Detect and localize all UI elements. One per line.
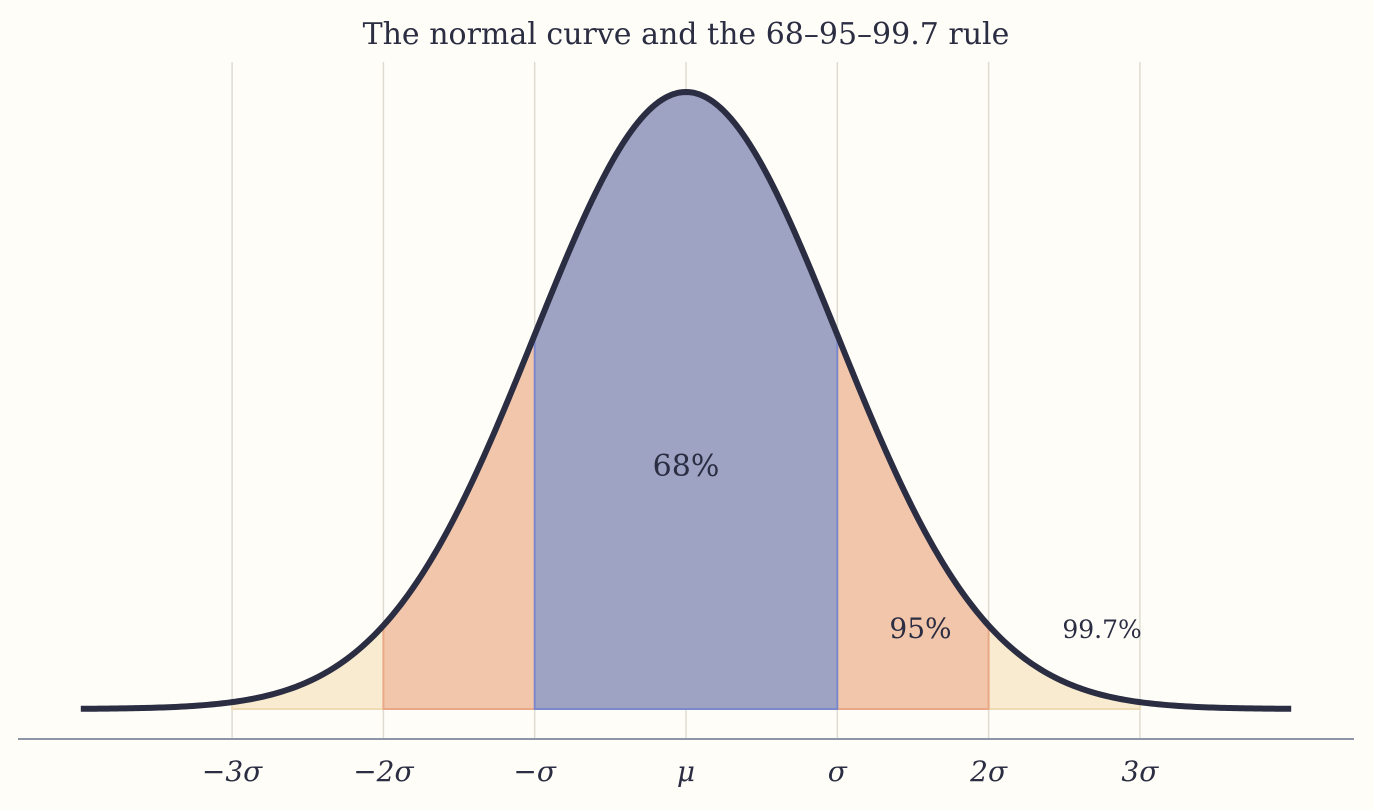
x-tick-label: μ (677, 755, 695, 788)
x-tick-label: −σ (513, 755, 556, 788)
x-tick-label: 2σ (969, 755, 1008, 788)
x-tick-label: σ (828, 755, 848, 788)
normal-curve-line (80, 89, 1292, 712)
x-tick-label: −3σ (202, 755, 263, 788)
band-label: 95% (889, 612, 951, 645)
band-labels: 99.7% 95% 68% (653, 449, 1142, 645)
probability-bands (231, 90, 1141, 710)
x-tick-label: −2σ (353, 755, 414, 788)
band-label: 68% (653, 449, 720, 484)
x-axis-ticks: −3σ −2σ −σ μ σ 2σ 3σ (202, 755, 1159, 788)
band-label: 99.7% (1062, 615, 1141, 644)
x-tick-label: 3σ (1121, 755, 1159, 788)
curve-layer (80, 89, 1292, 712)
chart-title: The normal curve and the 68–95–99.7 rule (363, 17, 1010, 52)
band-68pct (533, 90, 839, 710)
